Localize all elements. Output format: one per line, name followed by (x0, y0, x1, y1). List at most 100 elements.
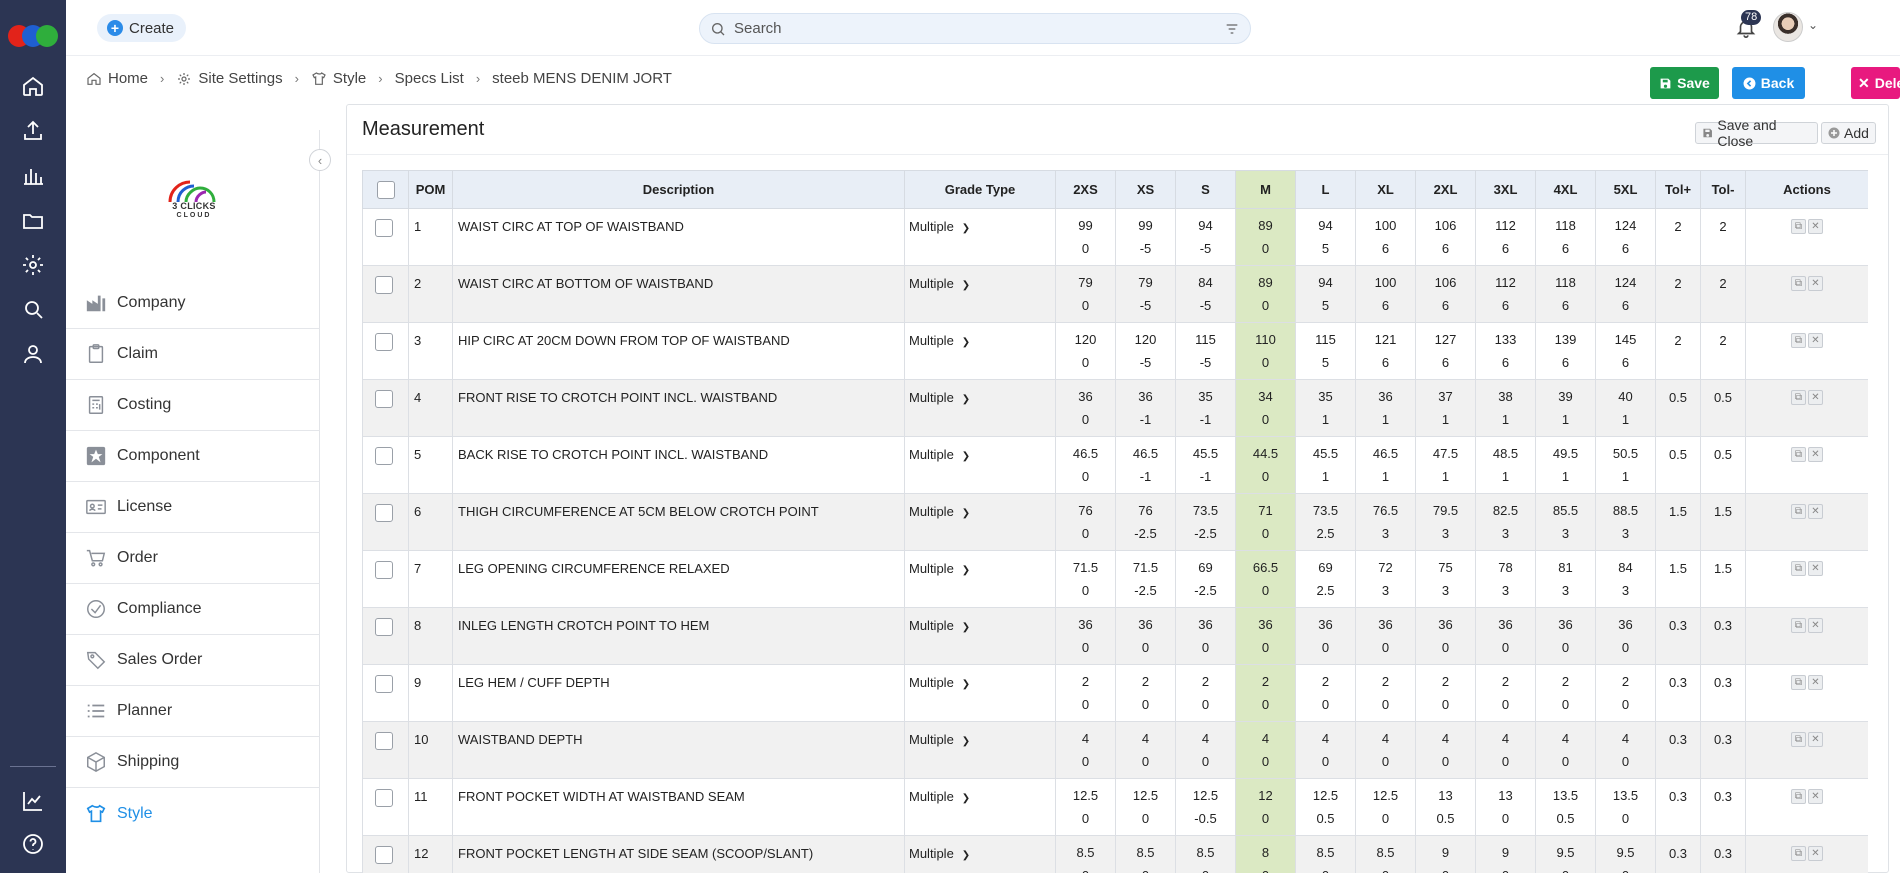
description-cell[interactable]: INLEG LENGTH CROTCH POINT TO HEM (452, 607, 905, 665)
tol-plus-cell[interactable]: 0.3 (1655, 835, 1701, 873)
size-cell[interactable]: 69 2.5 (1295, 550, 1356, 608)
size-cell[interactable]: 66.5 0 (1235, 550, 1296, 608)
size-cell[interactable]: 120 -5 (1115, 322, 1176, 380)
size-cell[interactable]: 38 1 (1475, 379, 1536, 437)
size-cell[interactable]: 133 6 (1475, 322, 1536, 380)
size-cell[interactable]: 73.5 2.5 (1295, 493, 1356, 551)
size-cell[interactable]: 112 6 (1475, 208, 1536, 266)
size-cell[interactable]: 36 0 (1535, 607, 1596, 665)
description-cell[interactable]: WAIST CIRC AT TOP OF WAISTBAND (452, 208, 905, 266)
size-cell[interactable]: 120 0 (1055, 322, 1116, 380)
size-cell[interactable]: 8.50 (1355, 835, 1416, 873)
size-cell[interactable]: 100 6 (1355, 265, 1416, 323)
row-checkbox[interactable] (375, 618, 393, 636)
breadcrumb-site-settings[interactable]: Site Settings (176, 70, 283, 87)
size-cell[interactable]: 69 -2.5 (1175, 550, 1236, 608)
copy-icon[interactable]: ⧉ (1791, 618, 1806, 633)
size-cell[interactable]: 115 5 (1295, 322, 1356, 380)
row-checkbox[interactable] (375, 219, 393, 237)
size-cell[interactable]: 72 3 (1355, 550, 1416, 608)
description-cell[interactable]: HIP CIRC AT 20CM DOWN FROM TOP OF WAISTB… (452, 322, 905, 380)
tol-minus-cell[interactable]: 2 (1700, 208, 1746, 266)
breadcrumb-home[interactable]: Home (86, 70, 148, 87)
help-icon[interactable] (19, 830, 47, 858)
size-cell[interactable]: 12.5 -0.5 (1175, 778, 1236, 836)
size-cell[interactable]: 88.5 3 (1595, 493, 1656, 551)
column-header[interactable]: XL (1355, 170, 1416, 209)
size-cell[interactable]: 8.50 (1295, 835, 1356, 873)
grade-type-select[interactable]: Multiple ❯ (904, 778, 1056, 836)
size-cell[interactable]: 80 (1235, 835, 1296, 873)
size-cell[interactable]: 90 (1415, 835, 1476, 873)
size-cell[interactable]: 110 0 (1235, 322, 1296, 380)
row-checkbox[interactable] (375, 276, 393, 294)
home-icon[interactable] (19, 72, 47, 100)
grade-type-select[interactable]: Multiple ❯ (904, 379, 1056, 437)
close-icon[interactable]: ✕ (1808, 504, 1823, 519)
create-button[interactable]: + Create (97, 14, 187, 42)
size-cell[interactable]: 73.5 -2.5 (1175, 493, 1236, 551)
copy-icon[interactable]: ⧉ (1791, 789, 1806, 804)
nav-item-claim[interactable]: Claim (66, 329, 320, 380)
delete-button[interactable]: ✕ Delete (1851, 67, 1900, 99)
tol-plus-cell[interactable]: 1.5 (1655, 550, 1701, 608)
grade-type-select[interactable]: Multiple ❯ (904, 835, 1056, 873)
copy-icon[interactable]: ⧉ (1791, 219, 1806, 234)
size-cell[interactable]: 89 0 (1235, 265, 1296, 323)
size-cell[interactable]: 35 1 (1295, 379, 1356, 437)
row-checkbox[interactable] (375, 333, 393, 351)
column-header[interactable]: Tol- (1700, 170, 1746, 209)
close-icon[interactable]: ✕ (1808, 219, 1823, 234)
description-cell[interactable]: LEG HEM / CUFF DEPTH (452, 664, 905, 722)
copy-icon[interactable]: ⧉ (1791, 447, 1806, 462)
grade-type-select[interactable]: Multiple ❯ (904, 436, 1056, 494)
size-cell[interactable]: 124 6 (1595, 265, 1656, 323)
tol-plus-cell[interactable]: 0.3 (1655, 664, 1701, 722)
close-icon[interactable]: ✕ (1808, 333, 1823, 348)
size-cell[interactable]: 36 0 (1475, 607, 1536, 665)
size-cell[interactable]: 45.5 -1 (1175, 436, 1236, 494)
tol-minus-cell[interactable]: 2 (1700, 265, 1746, 323)
size-cell[interactable]: 46.5 0 (1055, 436, 1116, 494)
size-cell[interactable]: 115 -5 (1175, 322, 1236, 380)
size-cell[interactable]: 36 0 (1415, 607, 1476, 665)
size-cell[interactable]: 71 0 (1235, 493, 1296, 551)
back-button[interactable]: Back (1732, 67, 1805, 99)
tol-minus-cell[interactable]: 0.3 (1700, 835, 1746, 873)
size-cell[interactable]: 45.5 1 (1295, 436, 1356, 494)
close-icon[interactable]: ✕ (1808, 675, 1823, 690)
size-cell[interactable]: 36 0 (1055, 607, 1116, 665)
tol-plus-cell[interactable]: 0.5 (1655, 436, 1701, 494)
tol-plus-cell[interactable]: 0.3 (1655, 721, 1701, 779)
close-icon[interactable]: ✕ (1808, 732, 1823, 747)
size-cell[interactable]: 36 -1 (1115, 379, 1176, 437)
size-cell[interactable]: 81 3 (1535, 550, 1596, 608)
nav-item-company[interactable]: Company (66, 278, 320, 329)
size-cell[interactable]: 76 0 (1055, 493, 1116, 551)
chevron-down-icon[interactable]: ⌄ (1808, 18, 1819, 32)
copy-icon[interactable]: ⧉ (1791, 390, 1806, 405)
size-cell[interactable]: 112 6 (1475, 265, 1536, 323)
column-header[interactable]: 3XL (1475, 170, 1536, 209)
close-icon[interactable]: ✕ (1808, 561, 1823, 576)
close-icon[interactable]: ✕ (1808, 846, 1823, 861)
copy-icon[interactable]: ⧉ (1791, 561, 1806, 576)
size-cell[interactable]: 9.50 (1595, 835, 1656, 873)
size-cell[interactable]: 99 0 (1055, 208, 1116, 266)
size-cell[interactable]: 99 -5 (1115, 208, 1176, 266)
tol-minus-cell[interactable]: 0.3 (1700, 607, 1746, 665)
row-checkbox[interactable] (375, 447, 393, 465)
size-cell[interactable]: 50.5 1 (1595, 436, 1656, 494)
size-cell[interactable]: 84 -5 (1175, 265, 1236, 323)
size-cell[interactable]: 124 6 (1595, 208, 1656, 266)
description-cell[interactable]: FRONT POCKET WIDTH AT WAISTBAND SEAM (452, 778, 905, 836)
